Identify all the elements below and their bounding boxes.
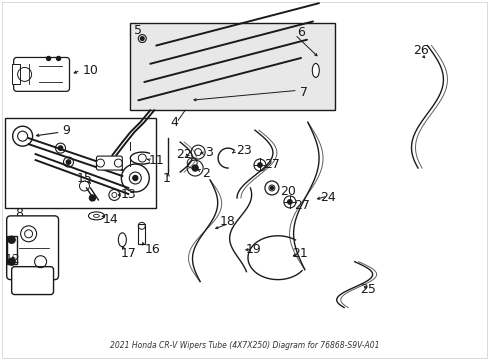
Text: 18: 18 (220, 215, 236, 228)
Text: 24: 24 (319, 192, 335, 204)
Text: 20: 20 (279, 185, 295, 198)
Text: 15: 15 (76, 171, 92, 185)
Circle shape (89, 195, 95, 201)
Text: 19: 19 (245, 243, 261, 256)
Circle shape (57, 57, 61, 60)
Circle shape (287, 200, 291, 204)
Text: 6: 6 (296, 26, 304, 39)
Text: 22: 22 (176, 148, 192, 161)
Text: 13: 13 (120, 188, 136, 202)
Bar (138, 224, 145, 244)
Text: 5: 5 (134, 24, 142, 37)
Text: 14: 14 (102, 213, 118, 226)
Text: 2021 Honda CR-V Wipers Tube (4X7X250) Diagram for 76868-S9V-A01: 2021 Honda CR-V Wipers Tube (4X7X250) Di… (109, 341, 379, 350)
Text: 16: 16 (144, 243, 160, 256)
FancyBboxPatch shape (7, 216, 59, 280)
Text: 12: 12 (5, 253, 20, 266)
Text: 27: 27 (293, 199, 309, 212)
Circle shape (133, 176, 138, 180)
Text: 3: 3 (204, 145, 213, 159)
Circle shape (46, 57, 50, 60)
FancyBboxPatch shape (14, 58, 69, 91)
Circle shape (257, 163, 262, 167)
Circle shape (8, 258, 15, 265)
Text: 21: 21 (291, 247, 307, 260)
Text: 1: 1 (162, 171, 170, 185)
Bar (7, 236, 17, 264)
Ellipse shape (93, 214, 99, 217)
Text: 2: 2 (202, 167, 209, 180)
Ellipse shape (118, 233, 126, 247)
Circle shape (58, 146, 62, 150)
Text: 17: 17 (120, 247, 136, 260)
Text: 23: 23 (236, 144, 251, 157)
FancyBboxPatch shape (96, 156, 122, 170)
Bar (12, 64, 20, 84)
Circle shape (192, 165, 198, 171)
Text: 4: 4 (170, 116, 178, 129)
FancyBboxPatch shape (12, 267, 53, 294)
Circle shape (8, 236, 15, 243)
Text: 9: 9 (62, 124, 70, 137)
Bar (5, 118, 156, 208)
Text: 26: 26 (413, 44, 428, 57)
Bar (130, 23, 334, 110)
Text: 8: 8 (15, 207, 22, 220)
Text: 25: 25 (359, 283, 375, 296)
Text: 7: 7 (299, 86, 307, 99)
Text: 10: 10 (82, 64, 98, 77)
Ellipse shape (312, 63, 319, 77)
Circle shape (270, 186, 273, 189)
Ellipse shape (88, 212, 104, 220)
Circle shape (140, 37, 144, 40)
Circle shape (66, 160, 71, 164)
Text: 27: 27 (264, 158, 279, 171)
Text: 11: 11 (148, 154, 163, 167)
